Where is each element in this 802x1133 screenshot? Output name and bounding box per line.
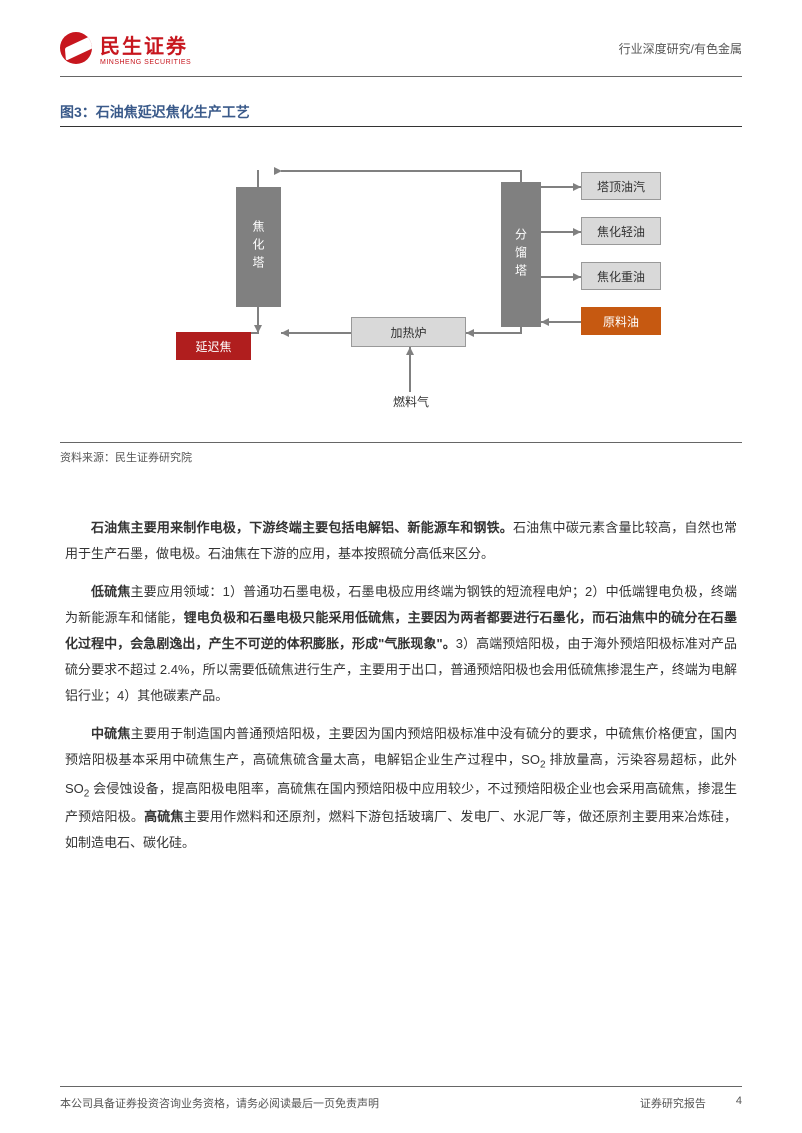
figure-source: 资料来源：民生证券研究院 [60,442,742,465]
flow-node-delayed_coke: 延迟焦 [176,332,251,360]
flow-node-heavy_oil: 焦化重油 [581,262,661,290]
flow-edge-0 [281,170,521,172]
header-category: 行业深度研究/有色金属 [619,40,742,57]
flow-edge-6 [254,325,262,333]
flow-node-light_oil: 焦化轻油 [581,217,661,245]
flow-edge-15 [573,183,581,191]
p2-bold1: 低硫焦 [91,584,130,599]
footer-disclaimer: 本公司具备证券投资咨询业务资格，请务必阅读最后一页免责声明 [60,1095,379,1111]
flow-node-top_gas: 塔顶油汽 [581,172,661,200]
figure-section: 图3：石油焦延迟焦化生产工艺 焦化塔延迟焦加热炉分馏塔燃料气塔顶油汽焦化轻油焦化… [60,102,742,465]
flow-edge-10 [520,327,522,334]
logo-text-cn: 民生证券 [100,30,191,59]
paragraph-2: 低硫焦主要应用领域：1）普通功石墨电极，石墨电极应用终端为钢铁的短流程电炉；2）… [65,579,737,709]
flow-edge-17 [573,228,581,236]
footer-report-label: 证券研究报告 [640,1095,706,1111]
page-footer: 本公司具备证券投资咨询业务资格，请务必阅读最后一页免责声明 证券研究报告 4 [60,1086,742,1111]
logo-text-en: MINSHENG SECURITIES [100,59,191,66]
flow-edge-8 [281,329,289,337]
flow-edge-1 [520,170,522,183]
flow-node-fractionation_tower: 分馏塔 [501,182,541,327]
flow-edge-3 [257,170,259,188]
paragraph-1: 石油焦主要用来制作电极，下游终端主要包括电解铝、新能源车和钢铁。石油焦中碳元素含… [65,515,737,567]
flowchart: 焦化塔延迟焦 加热炉 分馏塔燃料气 塔顶油汽焦化轻油焦化重油原料油 [121,142,681,432]
paragraph-3: 中硫焦主要用于制造国内普通预焙阳极，主要因为国内预焙阳极标准中没有硫分的要求，中… [65,721,737,856]
flow-edge-7 [281,332,351,334]
flow-node-fuel_gas: 燃料气 [386,392,436,410]
p1-bold: 石油焦主要用来制作电极，下游终端主要包括电解铝、新能源车和钢铁。 [91,520,513,535]
body-text: 石油焦主要用来制作电极，下游终端主要包括电解铝、新能源车和钢铁。石油焦中碳元素含… [60,515,742,856]
p3-bold2: 高硫焦 [144,809,184,824]
flow-edge-2 [274,167,282,175]
flow-edge-13 [406,347,414,355]
logo-container: 民生证券 MINSHENG SECURITIES [60,30,191,66]
p3-bold1: 中硫焦 [91,726,131,741]
flow-edge-21 [541,318,549,326]
flow-edge-19 [573,273,581,281]
flow-node-coking_tower: 焦化塔 [236,187,281,307]
flow-edge-11 [466,329,474,337]
page-header: 民生证券 MINSHENG SECURITIES 行业深度研究/有色金属 [60,30,742,77]
footer-page-number: 4 [736,1095,742,1111]
figure-title: 图3：石油焦延迟焦化生产工艺 [60,102,742,127]
company-logo-icon [60,32,92,64]
flow-node-heater: 加热炉 [351,317,466,347]
flow-edge-9 [466,332,521,334]
flow-node-raw_oil: 原料油 [581,307,661,335]
